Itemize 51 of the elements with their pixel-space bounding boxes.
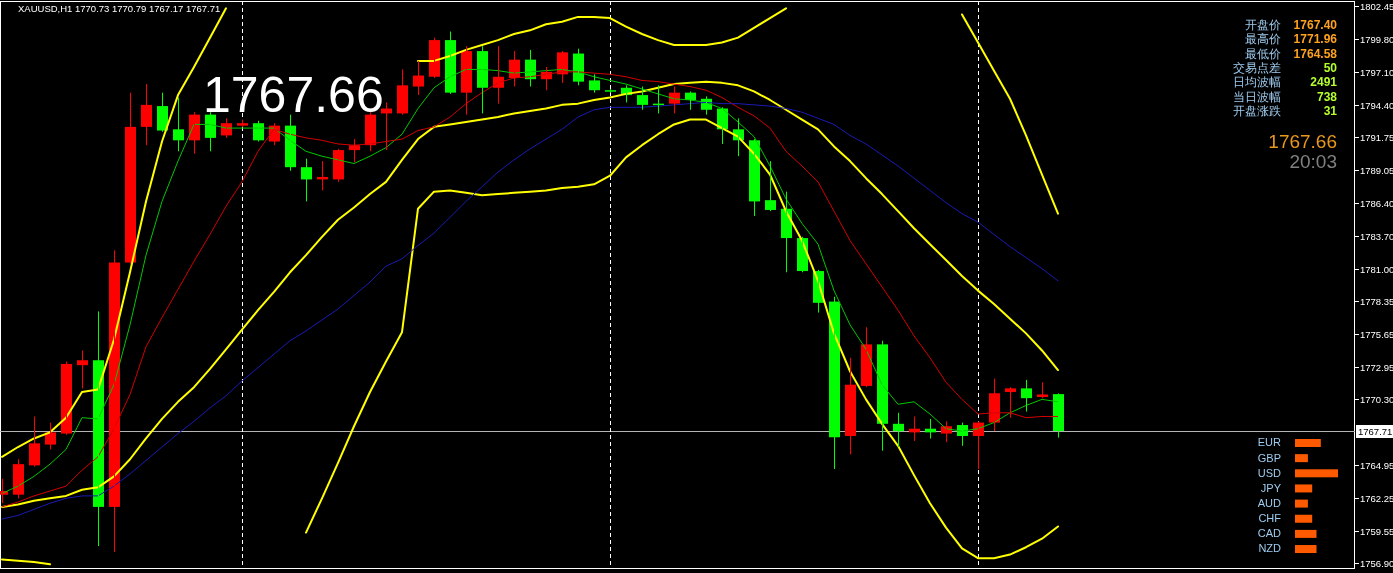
ref-line-label: 1767.71 xyxy=(1358,425,1393,437)
text: 1764.58 xyxy=(1293,46,1338,61)
y-tick-label: JPY xyxy=(1260,481,1282,494)
candlestick xyxy=(845,357,856,455)
candlestick xyxy=(637,86,648,111)
y-tick-label: AUD xyxy=(1257,497,1282,510)
annotation: 1767.66 xyxy=(203,67,384,123)
candlestick xyxy=(45,422,56,450)
candlestick xyxy=(1037,381,1048,399)
bar xyxy=(1295,545,1317,554)
bar xyxy=(1295,454,1308,463)
bar xyxy=(1295,529,1317,538)
bar xyxy=(1295,439,1321,447)
candlestick xyxy=(413,60,424,96)
y-tick-label: CHF xyxy=(1258,512,1282,525)
candlestick xyxy=(77,349,88,389)
bar xyxy=(1295,499,1308,508)
text: 开盘价 xyxy=(1245,18,1281,32)
text: 1767.66 xyxy=(1268,131,1337,152)
candlestick xyxy=(301,158,312,202)
candlestick xyxy=(237,119,248,128)
candlestick xyxy=(589,73,600,94)
bar xyxy=(1295,469,1338,478)
candlestick xyxy=(765,160,776,212)
text: 当日波幅 xyxy=(1233,89,1281,104)
text: 最低价 xyxy=(1245,46,1281,61)
y-tick-label: CAD xyxy=(1257,527,1282,540)
text: 交易点差 xyxy=(1233,60,1281,75)
chart-title: XAUUSD,H1 1770.73 1770.79 1767.17 1767.71 xyxy=(18,3,221,14)
candlestick xyxy=(29,415,40,468)
candlestick xyxy=(173,97,184,152)
text: 日均波幅 xyxy=(1233,75,1281,90)
candlestick xyxy=(1021,379,1032,413)
candlestick xyxy=(141,83,152,146)
y-tick-label: USD xyxy=(1257,466,1282,479)
bar xyxy=(1295,484,1313,493)
text: 20:03 xyxy=(1289,151,1337,172)
text: 开盘涨跌 xyxy=(1233,103,1281,118)
candlestick xyxy=(1005,386,1016,419)
text: 31 xyxy=(1323,103,1338,118)
text: 50 xyxy=(1323,60,1338,75)
text: 最高价 xyxy=(1245,32,1281,47)
text: 1767.40 xyxy=(1293,18,1338,32)
y-tick-label: EUR xyxy=(1257,436,1282,449)
y-tick-label: NZD xyxy=(1258,542,1282,555)
text: 2491 xyxy=(1310,75,1338,90)
bar xyxy=(1295,514,1313,523)
text: 738 xyxy=(1316,89,1338,104)
candlestick xyxy=(397,68,408,116)
y-tick-label: GBP xyxy=(1257,451,1281,464)
text: 1771.96 xyxy=(1293,32,1338,47)
